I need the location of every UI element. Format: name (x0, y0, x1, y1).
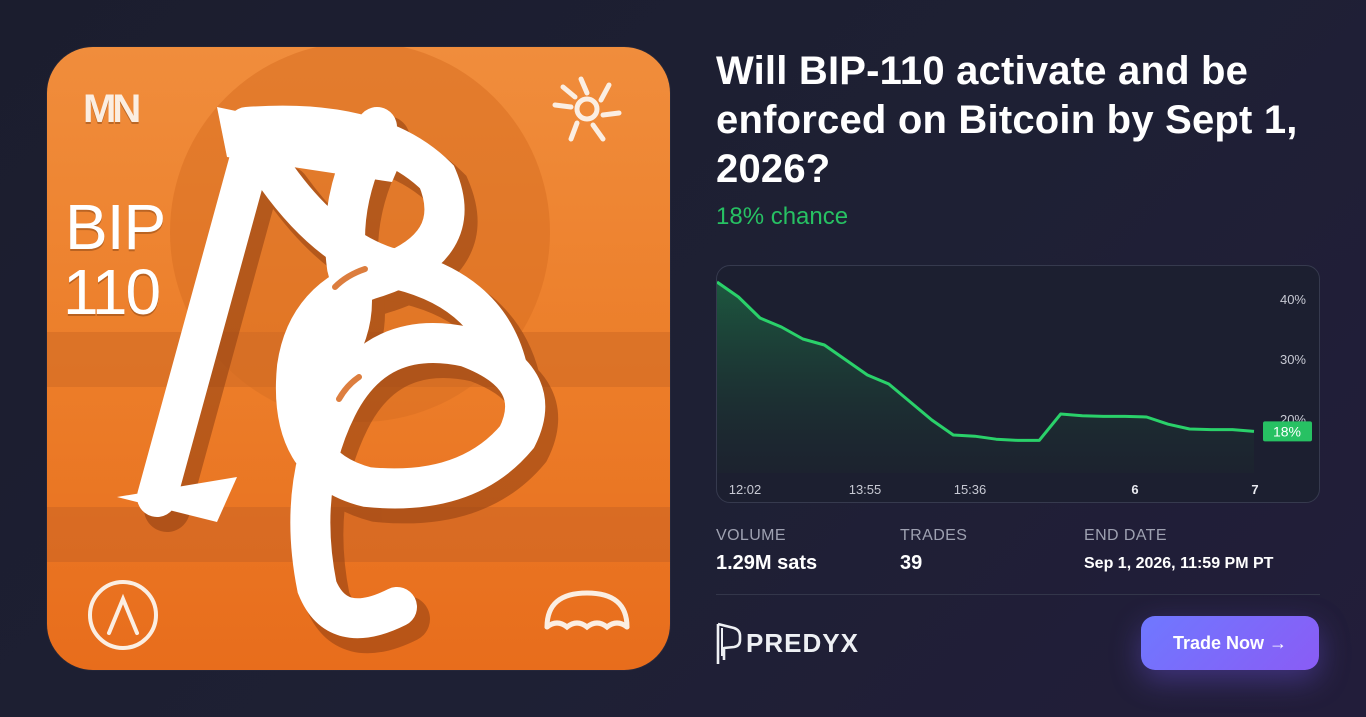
celtic-b-knot-icon (117, 105, 559, 654)
market-stats: VOLUME 1.29M sats TRADES 39 END DATE Sep… (716, 526, 1320, 586)
market-artwork: MN BIP 110 (47, 47, 670, 670)
current-value-label: 18% (1273, 423, 1301, 439)
artwork-number-label: 110 (63, 256, 161, 328)
price-line (717, 280, 1255, 442)
predyx-logo-icon (716, 622, 742, 664)
mn-logo: MN (83, 87, 141, 131)
artwork-bip-label: BIP (65, 191, 166, 263)
market-chance: 18% chance (716, 203, 849, 230)
stat-trades: TRADES 39 (900, 526, 967, 575)
stat-end-date: END DATE Sep 1, 2026, 11:59 PM PT (1084, 526, 1273, 576)
current-value-badge (1263, 421, 1312, 442)
trade-now-button[interactable]: Trade Now → (1141, 616, 1319, 670)
y-tick-label: 30% (1280, 352, 1306, 367)
price-area (717, 282, 1254, 473)
end-date-label: END DATE (1084, 527, 1167, 544)
sunburst-icon (552, 76, 622, 142)
x-tick-label: 13:55 (849, 482, 882, 497)
umbrella-icon (544, 590, 630, 631)
x-tick-label: 15:36 (954, 482, 987, 497)
x-tick-label: 7 (1251, 482, 1258, 497)
trades-value: 39 (900, 552, 923, 574)
end-date-value: Sep 1, 2026, 11:59 PM PT (1084, 555, 1274, 572)
volume-label: VOLUME (716, 527, 786, 544)
x-tick-label: 6 (1131, 482, 1138, 497)
artwork-graphic (47, 47, 670, 654)
ascent-icon (88, 580, 158, 650)
price-chart: 40% 30% 20% 12:02 13:55 15:36 6 7 18% (716, 265, 1320, 503)
divider (716, 594, 1320, 595)
y-tick-label: 40% (1280, 292, 1306, 307)
x-tick-label: 12:02 (729, 482, 762, 497)
volume-value: 1.29M sats (716, 552, 818, 574)
price-chart-svg: 40%30%20% 12:02 13:55 15:36 6 7 18% (717, 280, 1312, 497)
predyx-brand[interactable]: PREDYX (716, 620, 859, 666)
stat-volume: VOLUME 1.29M sats (716, 526, 817, 575)
trades-label: TRADES (900, 527, 968, 544)
market-title: Will BIP-110 activate and be enforced on… (716, 49, 1298, 191)
brand-name: PREDYX (746, 627, 859, 658)
